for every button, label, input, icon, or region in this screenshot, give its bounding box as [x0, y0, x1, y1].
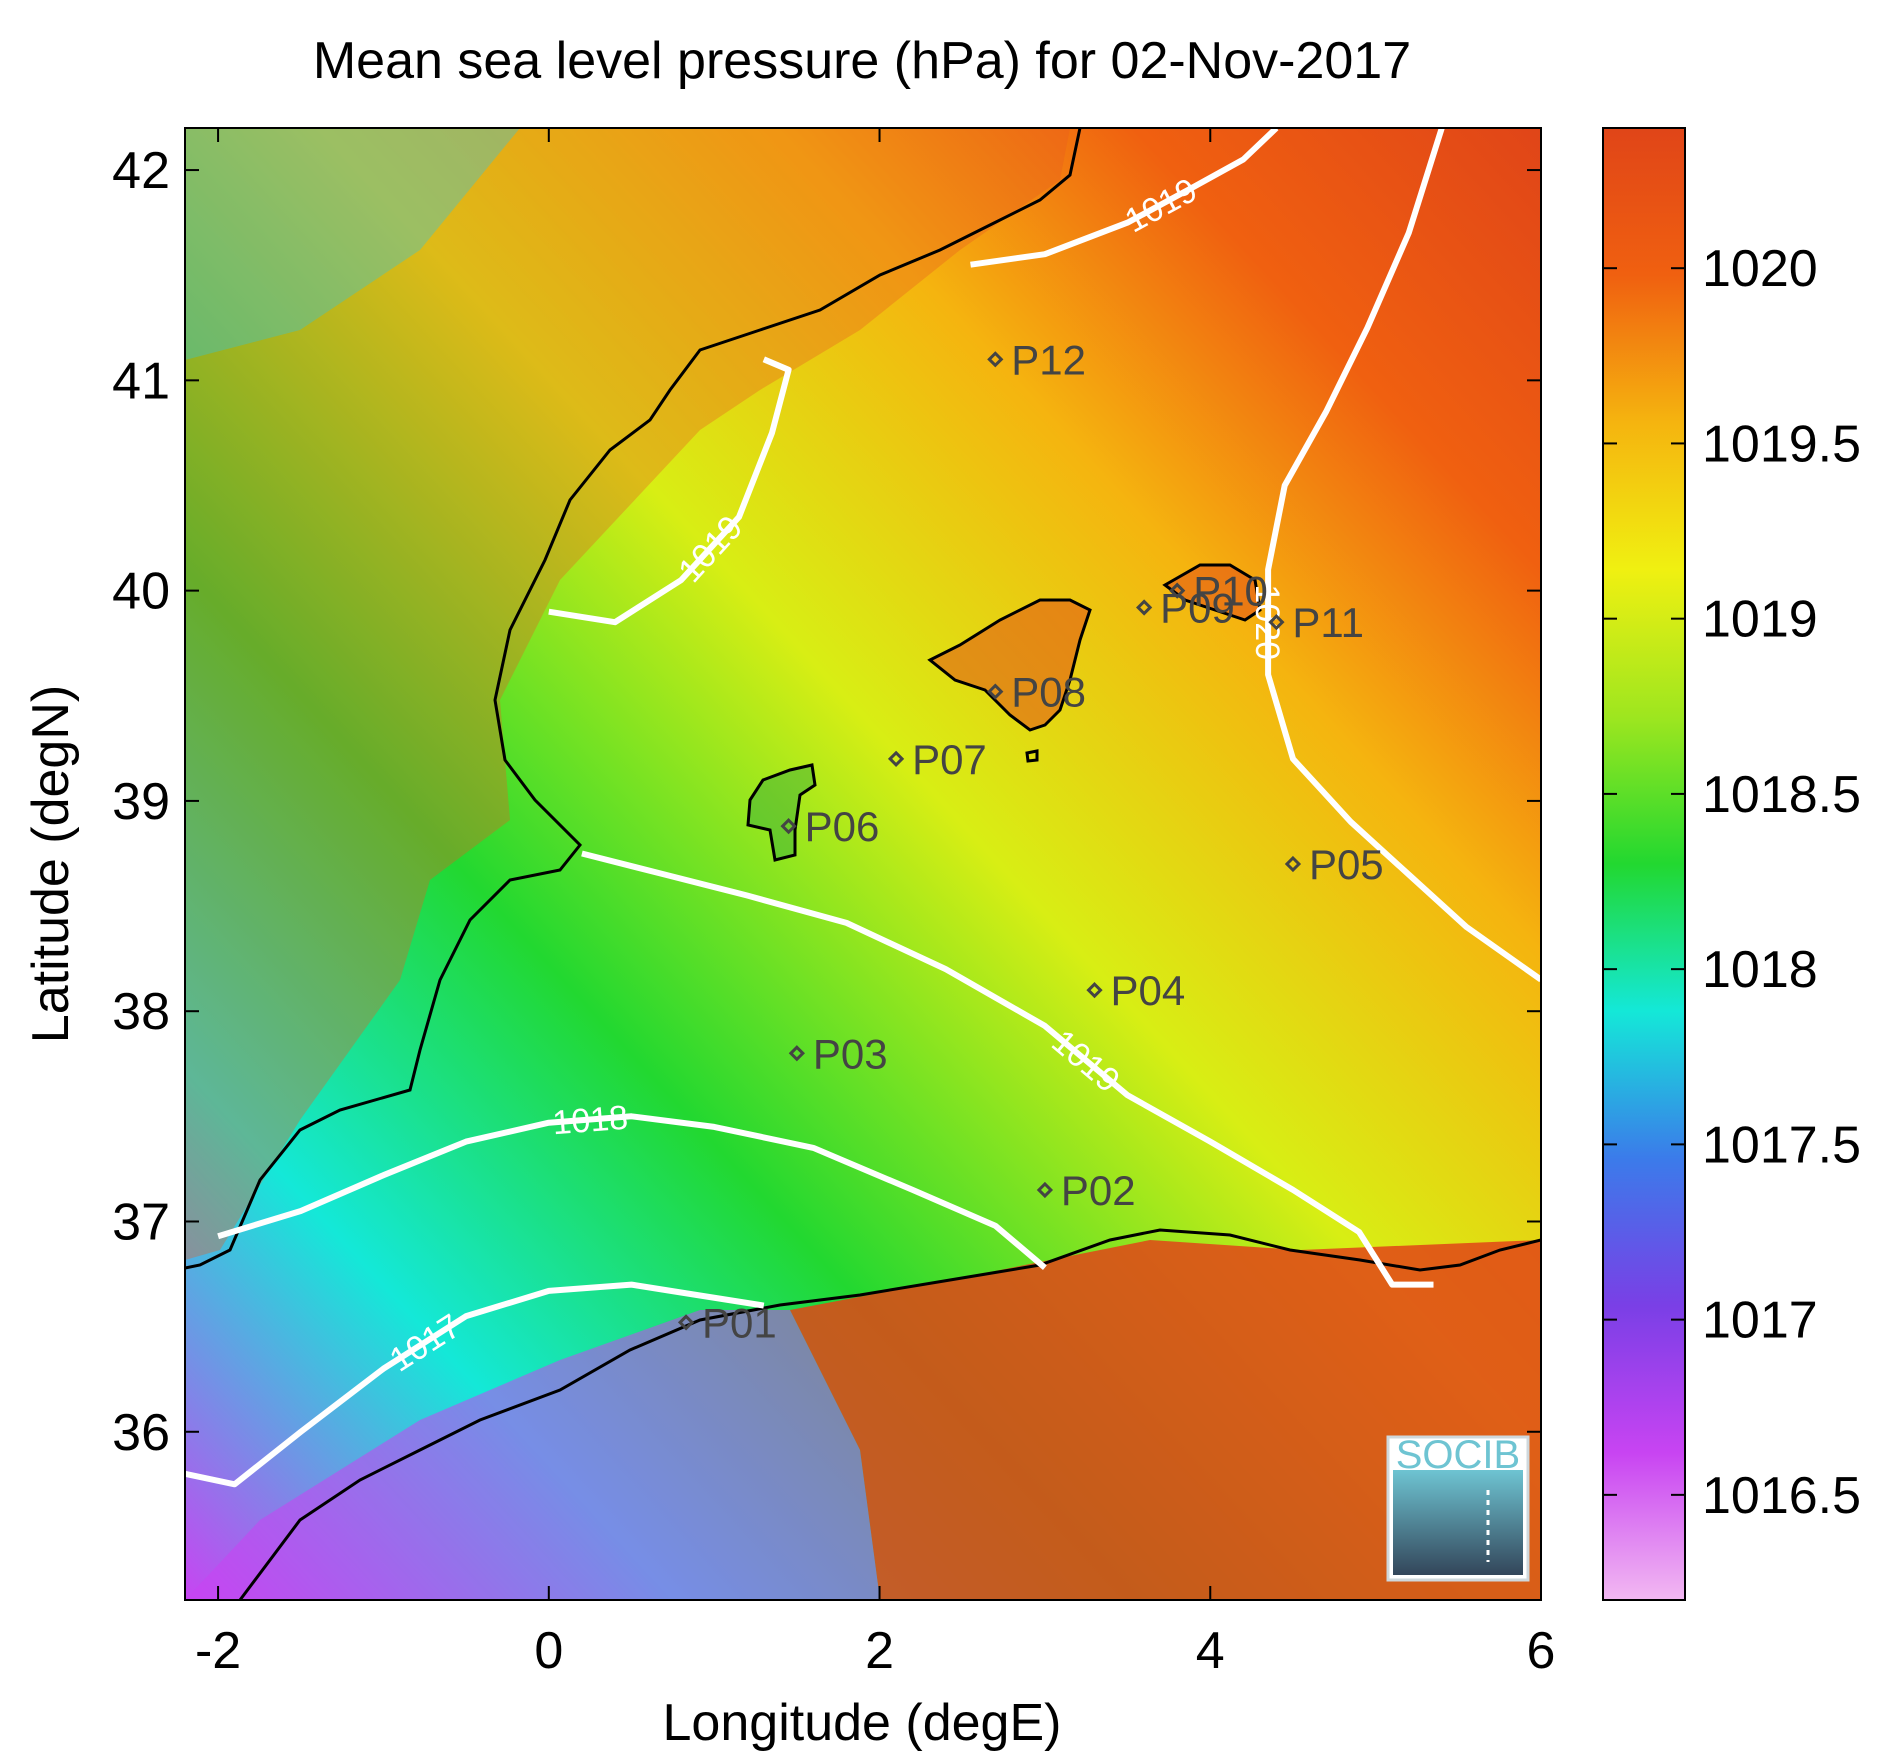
y-tick-label: 39 [112, 773, 170, 831]
colorbar-tick-label: 1018 [1702, 941, 1818, 999]
isobar-1019-line [581, 850, 1434, 1288]
station-label: P02 [1061, 1167, 1136, 1214]
socib-logo-water [1393, 1470, 1523, 1575]
station-marker [1135, 599, 1153, 616]
station-marker [788, 1045, 805, 1062]
iberia-coast [185, 128, 1082, 1270]
x-tick-label: 0 [534, 1622, 563, 1680]
station-marker [1284, 855, 1302, 873]
x-axis-label: Longitude (degE) [663, 1694, 1062, 1752]
station-label: P04 [1111, 967, 1186, 1014]
colorbar-body [1602, 127, 1686, 1601]
station-label: P08 [1011, 669, 1086, 716]
north-africa-coast [238, 1228, 1541, 1600]
station-label: P10 [1193, 568, 1268, 615]
y-tick-label: 38 [112, 983, 170, 1041]
isobar-1019-line [970, 128, 1279, 268]
y-tick-label: 42 [112, 142, 170, 200]
station-label: P07 [912, 736, 987, 783]
station-label: P03 [813, 1030, 888, 1077]
station-label: P05 [1309, 841, 1384, 888]
ibiza-island [746, 763, 817, 862]
x-axis: -2 0 2 4 6 [195, 128, 1556, 1680]
isobar-1019-line [548, 356, 792, 626]
menorca-island [1162, 563, 1262, 622]
x-tick-label: 6 [1527, 1622, 1556, 1680]
colorbar-tick-label: 1017.5 [1702, 1116, 1861, 1174]
station-marker [887, 750, 905, 767]
africa-land-texture [790, 1240, 1541, 1600]
station-marker [987, 351, 1004, 368]
cabrera-island [1025, 749, 1039, 763]
y-tick-label: 37 [112, 1193, 170, 1251]
mallorca-island [927, 598, 1092, 732]
isobar-label: 1018 [551, 1099, 629, 1143]
colorbar-tick-label: 1020 [1702, 240, 1818, 298]
colorbar-tick-label: 1017 [1702, 1292, 1818, 1350]
isobar-1017-line [185, 1281, 765, 1488]
plot-frame [184, 127, 1542, 1601]
y-axis-label: Latitude (degN) [22, 685, 80, 1043]
colorbar-tick-label: 1019 [1702, 591, 1818, 649]
station-marker [677, 1314, 695, 1331]
station-marker [1036, 1181, 1054, 1199]
x-tick-label: 2 [865, 1622, 894, 1680]
station-marker [1268, 614, 1285, 631]
station-label: P11 [1292, 599, 1364, 646]
colorbar: 1016.5 1017 1017.5 1018 1018.5 1019 1019.5 1020 [1602, 127, 1861, 1601]
chart-title: Mean sea level pressure (hPa) for 02-Nov… [313, 32, 1411, 90]
station-label: P01 [702, 1299, 777, 1346]
y-axis: 36 37 38 39 40 41 42 [112, 142, 1541, 1462]
colorbar-tick-label: 1018.5 [1702, 766, 1861, 824]
isobar-1018-line [217, 1113, 1047, 1270]
iberia-land-cool [185, 128, 520, 360]
colorbar-tick-label: 1019.5 [1702, 415, 1861, 473]
africa-land-cool [185, 1310, 880, 1600]
station-label: P06 [805, 803, 880, 850]
station-marker [780, 818, 797, 835]
station-marker [987, 683, 1004, 700]
isobar-1020-line [1265, 128, 1541, 983]
station-marker [1169, 582, 1186, 599]
x-tick-label: -2 [195, 1622, 241, 1680]
station-label: P12 [1011, 336, 1086, 383]
station-marker [1086, 982, 1103, 999]
iberia-land-texture [185, 128, 1070, 1260]
socib-logo: SOCIB [1386, 1433, 1530, 1582]
y-tick-label: 40 [112, 563, 170, 621]
x-tick-label: 4 [1196, 1622, 1225, 1680]
y-tick-label: 36 [112, 1404, 170, 1462]
isobar-label: 1020 [1248, 584, 1286, 660]
socib-logo-text: SOCIB [1396, 1433, 1520, 1477]
y-tick-label: 41 [112, 352, 170, 410]
colorbar-tick-label: 1016.5 [1702, 1467, 1861, 1525]
colorbar-ticks: 1016.5 1017 1017.5 1018 1018.5 1019 1019.5 1020 [1603, 240, 1861, 1525]
